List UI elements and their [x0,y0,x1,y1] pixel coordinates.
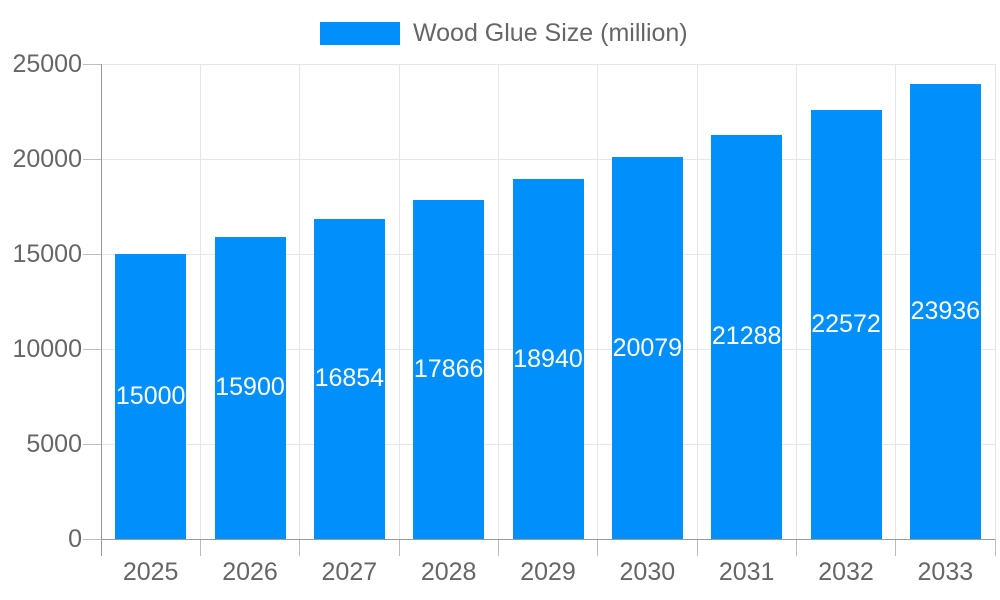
bar[interactable]: 23936 [909,84,981,539]
bar[interactable]: 21288 [711,134,783,539]
y-tick-mark [83,253,101,255]
x-axis-line [101,538,995,540]
legend-label: Wood Glue Size (million) [413,19,688,47]
y-tick-label: 0 [68,525,82,553]
x-tick-label: 2029 [520,558,576,586]
bar-value-label: 21288 [711,322,782,351]
x-tick-label: 2027 [321,558,378,586]
y-tick-label: 20000 [12,145,82,173]
x-tick-mark [795,539,797,556]
bar[interactable]: 15000 [115,254,187,539]
x-gridline [299,64,301,539]
bar-value-label: 17866 [413,354,484,383]
legend-swatch [320,21,400,45]
x-tick-mark [994,539,996,556]
x-gridline [497,64,499,539]
y-tick-label: 5000 [26,430,82,458]
legend[interactable]: Wood Glue Size (million) [320,19,688,47]
x-tick-mark [199,539,201,556]
y-tick-label: 15000 [12,240,82,268]
y-tick-label: 25000 [12,50,82,78]
y-axis-line [100,64,102,539]
x-gridline [398,64,400,539]
y-tick-mark [83,538,101,540]
bar-value-label: 15000 [115,382,186,410]
x-tick-mark [895,539,897,556]
x-gridline [199,64,201,539]
x-tick-label: 2026 [222,558,278,586]
x-gridline [597,64,599,539]
x-tick-mark [100,539,102,556]
x-gridline [994,64,996,539]
bar[interactable]: 18940 [512,179,584,539]
bar-value-label: 22572 [811,310,881,339]
x-tick-mark [497,539,499,556]
x-tick-mark [597,539,599,556]
y-tick-mark [83,63,101,65]
y-tick-mark [83,158,101,160]
bar-value-label: 20079 [612,333,683,362]
bar[interactable]: 17866 [413,199,485,539]
y-gridline [101,158,995,160]
bar-value-label: 15900 [215,373,285,402]
bar[interactable]: 16854 [313,218,385,539]
x-tick-label: 2033 [917,558,974,586]
y-tick-mark [83,443,101,445]
x-tick-mark [398,539,400,556]
x-tick-label: 2028 [420,558,477,586]
bar[interactable]: 15900 [214,236,286,539]
x-gridline [696,64,698,539]
bar[interactable]: 20079 [611,157,683,539]
x-tick-label: 2030 [619,558,676,586]
bar-value-label: 16854 [314,364,385,393]
x-tick-label: 2032 [818,558,874,586]
y-tick-mark [83,348,101,350]
y-gridline [101,63,995,65]
bar[interactable]: 22572 [810,110,882,539]
x-gridline [795,64,797,539]
y-tick-label: 10000 [12,335,82,363]
x-tick-mark [299,539,301,556]
x-tick-label: 2025 [122,558,179,586]
bar-value-label: 23936 [910,297,981,326]
x-tick-label: 2031 [718,558,775,586]
x-gridline [895,64,897,539]
x-tick-mark [696,539,698,556]
bar-value-label: 18940 [513,344,583,373]
